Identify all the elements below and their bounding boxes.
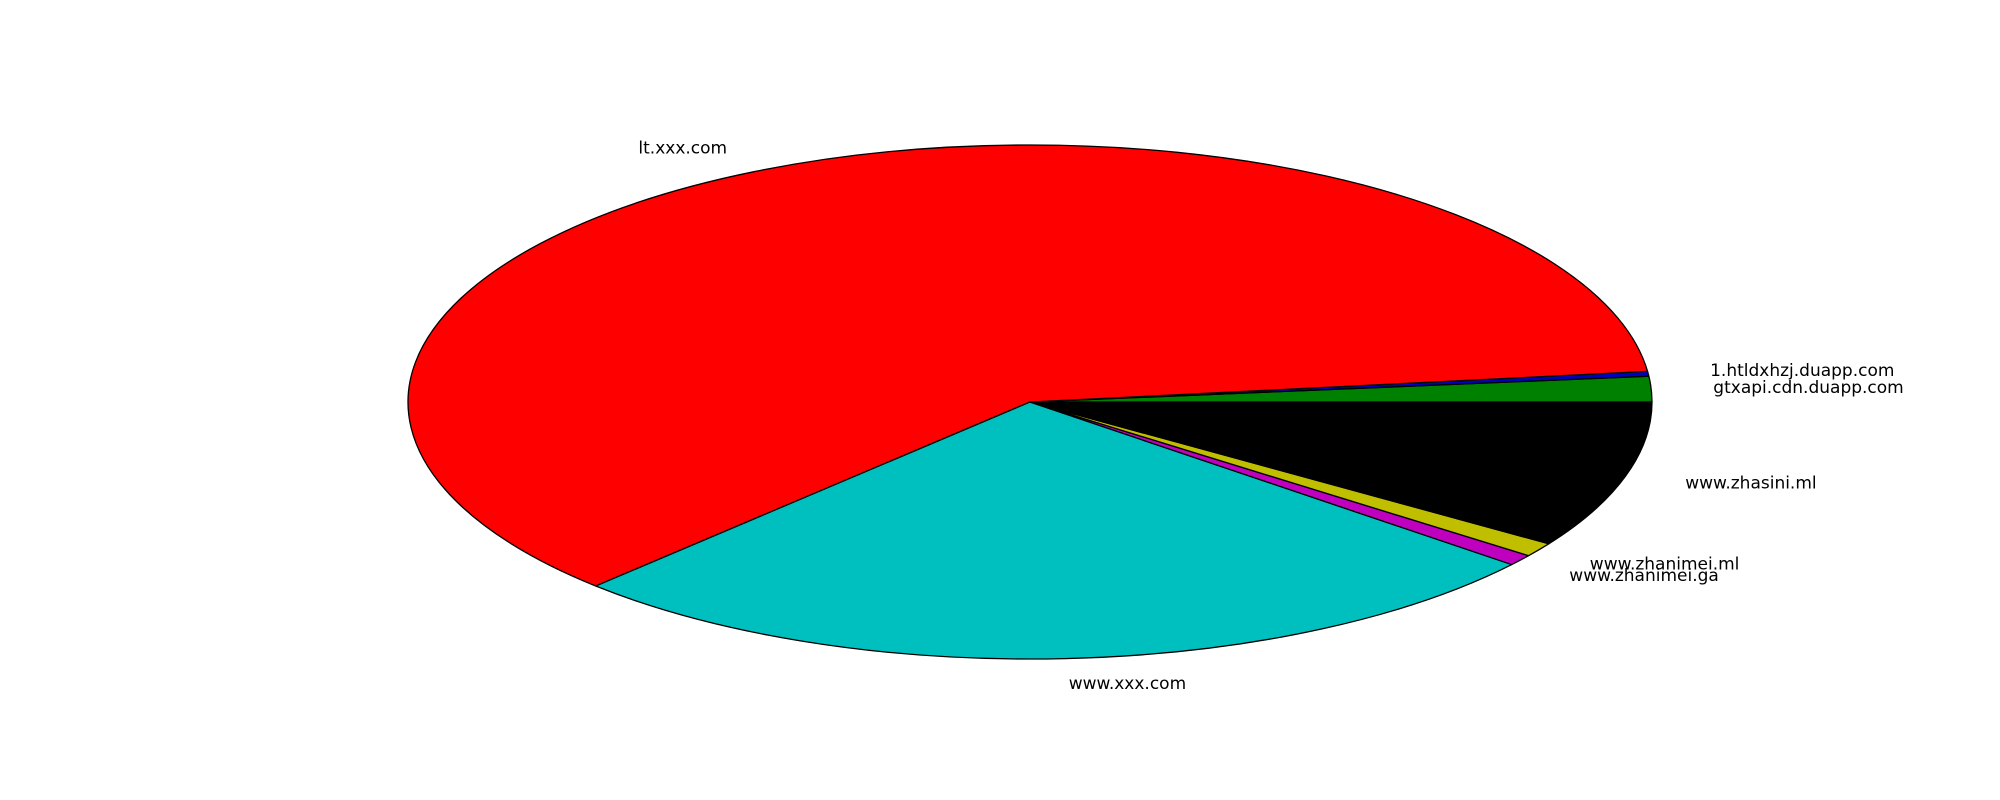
pie-label-www-zhasini-ml: www.zhasini.ml [1685,473,1816,493]
pie-label-lt-xxx-com: lt.xxx.com [638,139,727,159]
pie-label-www-xxx-com: www.xxx.com [1069,674,1186,694]
pie-slice-www-zhasini-ml [1029,401,1653,545]
pie-label-1-htldxhzj-duapp-com: 1.htldxhzj.duapp.com [1710,361,1894,381]
pie-labels: gtxapi.cdn.duapp.com1.htldxhzj.duapp.com… [638,139,1903,695]
pie-label-gtxapi-cdn-duapp-com: gtxapi.cdn.duapp.com [1713,378,1903,398]
pie-label-www-zhanimei-ml: www.zhanimei.ml [1590,555,1740,575]
pie-label-www-zhanimei-ga: www.zhanimei.ga [1569,566,1719,586]
pie-slices [407,144,1653,660]
pie-slice-lt-xxx-com [407,144,1649,587]
pie-slice-www-xxx-com [595,401,1513,660]
